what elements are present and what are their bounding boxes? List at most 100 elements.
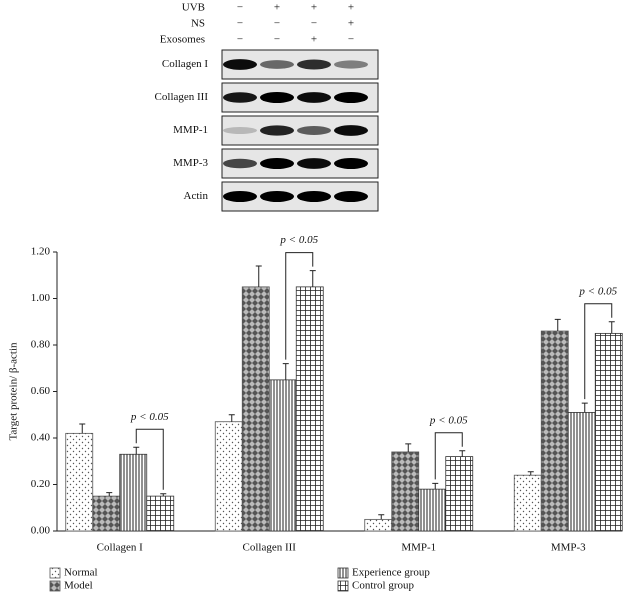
x-tick-label: Collagen I xyxy=(97,542,143,554)
bar xyxy=(146,495,175,532)
legend-label: Normal xyxy=(64,567,98,579)
bar xyxy=(540,330,569,532)
y-tick-label: 1.00 xyxy=(31,292,51,304)
error-bar xyxy=(79,423,86,434)
bar xyxy=(418,488,447,532)
band xyxy=(334,158,368,169)
error-bar xyxy=(282,363,289,380)
band xyxy=(260,60,294,69)
legend-label: Model xyxy=(64,580,93,592)
condition-sign: + xyxy=(348,18,354,30)
band xyxy=(297,92,331,103)
bar xyxy=(567,412,596,532)
bar xyxy=(65,432,94,532)
y-tick-label: 0.40 xyxy=(31,432,51,444)
error-bar xyxy=(309,270,316,287)
error-bar xyxy=(527,471,534,476)
protein-label: Collagen III xyxy=(155,91,209,103)
condition-label: UVB xyxy=(182,2,205,14)
band xyxy=(297,158,331,169)
significance-bracket xyxy=(434,432,463,480)
bar xyxy=(268,379,297,532)
band xyxy=(297,59,331,70)
band xyxy=(260,125,294,136)
y-tick-label: 0.00 xyxy=(31,525,51,537)
condition-sign: − xyxy=(348,34,354,46)
error-bar xyxy=(106,492,113,497)
condition-sign: − xyxy=(237,2,243,14)
band xyxy=(223,92,257,103)
bar xyxy=(295,286,324,532)
legend-swatch xyxy=(337,567,349,579)
band xyxy=(334,60,368,69)
error-bar xyxy=(133,446,140,455)
x-tick-label: MMP-1 xyxy=(401,542,436,554)
error-bar xyxy=(608,321,615,334)
error-bar xyxy=(432,482,439,490)
bar xyxy=(445,456,474,532)
error-bar xyxy=(459,450,466,457)
bar xyxy=(391,451,420,532)
condition-sign: + xyxy=(311,2,317,14)
protein-label: Actin xyxy=(184,190,209,202)
condition-sign: + xyxy=(274,2,280,14)
error-bar xyxy=(554,318,561,332)
condition-label: Exosomes xyxy=(160,34,205,46)
band xyxy=(334,125,368,136)
significance-bracket xyxy=(285,252,314,360)
bar xyxy=(364,518,393,532)
y-tick-label: 0.80 xyxy=(31,339,51,351)
band xyxy=(334,92,368,103)
significance-bracket xyxy=(135,428,164,490)
bar xyxy=(119,453,148,532)
legend-swatch xyxy=(49,580,61,592)
condition-label: NS xyxy=(191,18,205,30)
band xyxy=(260,191,294,202)
x-tick-label: Collagen III xyxy=(243,542,297,554)
error-bar xyxy=(405,443,412,452)
protein-label: MMP-3 xyxy=(173,157,208,169)
condition-sign: + xyxy=(311,34,317,46)
bar xyxy=(594,332,623,532)
legend-label: Control group xyxy=(352,580,415,592)
bar-chart: 0.00 0.20 0.40 0.60 0.80 1.00 1.20 Target prote… xyxy=(8,234,623,592)
significance-label: p < 0.05 xyxy=(578,285,617,297)
error-bar xyxy=(378,514,385,520)
x-tick-label: MMP-3 xyxy=(551,542,586,554)
band xyxy=(297,126,331,135)
significance-label: p < 0.05 xyxy=(279,234,318,246)
bar xyxy=(214,421,243,532)
error-bar xyxy=(160,493,167,497)
band xyxy=(223,127,257,134)
bar xyxy=(241,286,270,532)
legend-swatch xyxy=(49,567,61,579)
significance-label: p < 0.05 xyxy=(130,411,169,423)
condition-sign: − xyxy=(311,18,317,30)
y-tick-label: 1.20 xyxy=(31,246,51,258)
condition-sign: − xyxy=(237,34,243,46)
error-bar xyxy=(255,265,262,287)
band xyxy=(223,191,257,202)
condition-sign: − xyxy=(274,18,280,30)
protein-label: MMP-1 xyxy=(173,124,208,136)
condition-sign: − xyxy=(237,18,243,30)
legend-label: Experience group xyxy=(352,567,430,579)
y-tick-label: 0.20 xyxy=(31,478,51,490)
bar xyxy=(92,495,121,532)
condition-sign: − xyxy=(274,34,280,46)
y-tick-label: 0.60 xyxy=(31,385,51,397)
error-bar xyxy=(581,402,588,413)
band xyxy=(334,191,368,202)
y-axis-label: Target protein/ β-actin xyxy=(8,342,20,441)
protein-label: Collagen I xyxy=(162,58,208,70)
band xyxy=(260,92,294,103)
significance-bracket xyxy=(584,303,613,400)
band xyxy=(223,59,257,70)
legend-swatch xyxy=(337,580,349,592)
error-bar xyxy=(228,414,235,422)
condition-sign: + xyxy=(348,2,354,14)
western-blot: UVB − + + + NS − − − + Exosomes − − + − Collagen I Colla… xyxy=(155,2,379,212)
band xyxy=(297,191,331,202)
bar xyxy=(513,474,542,532)
